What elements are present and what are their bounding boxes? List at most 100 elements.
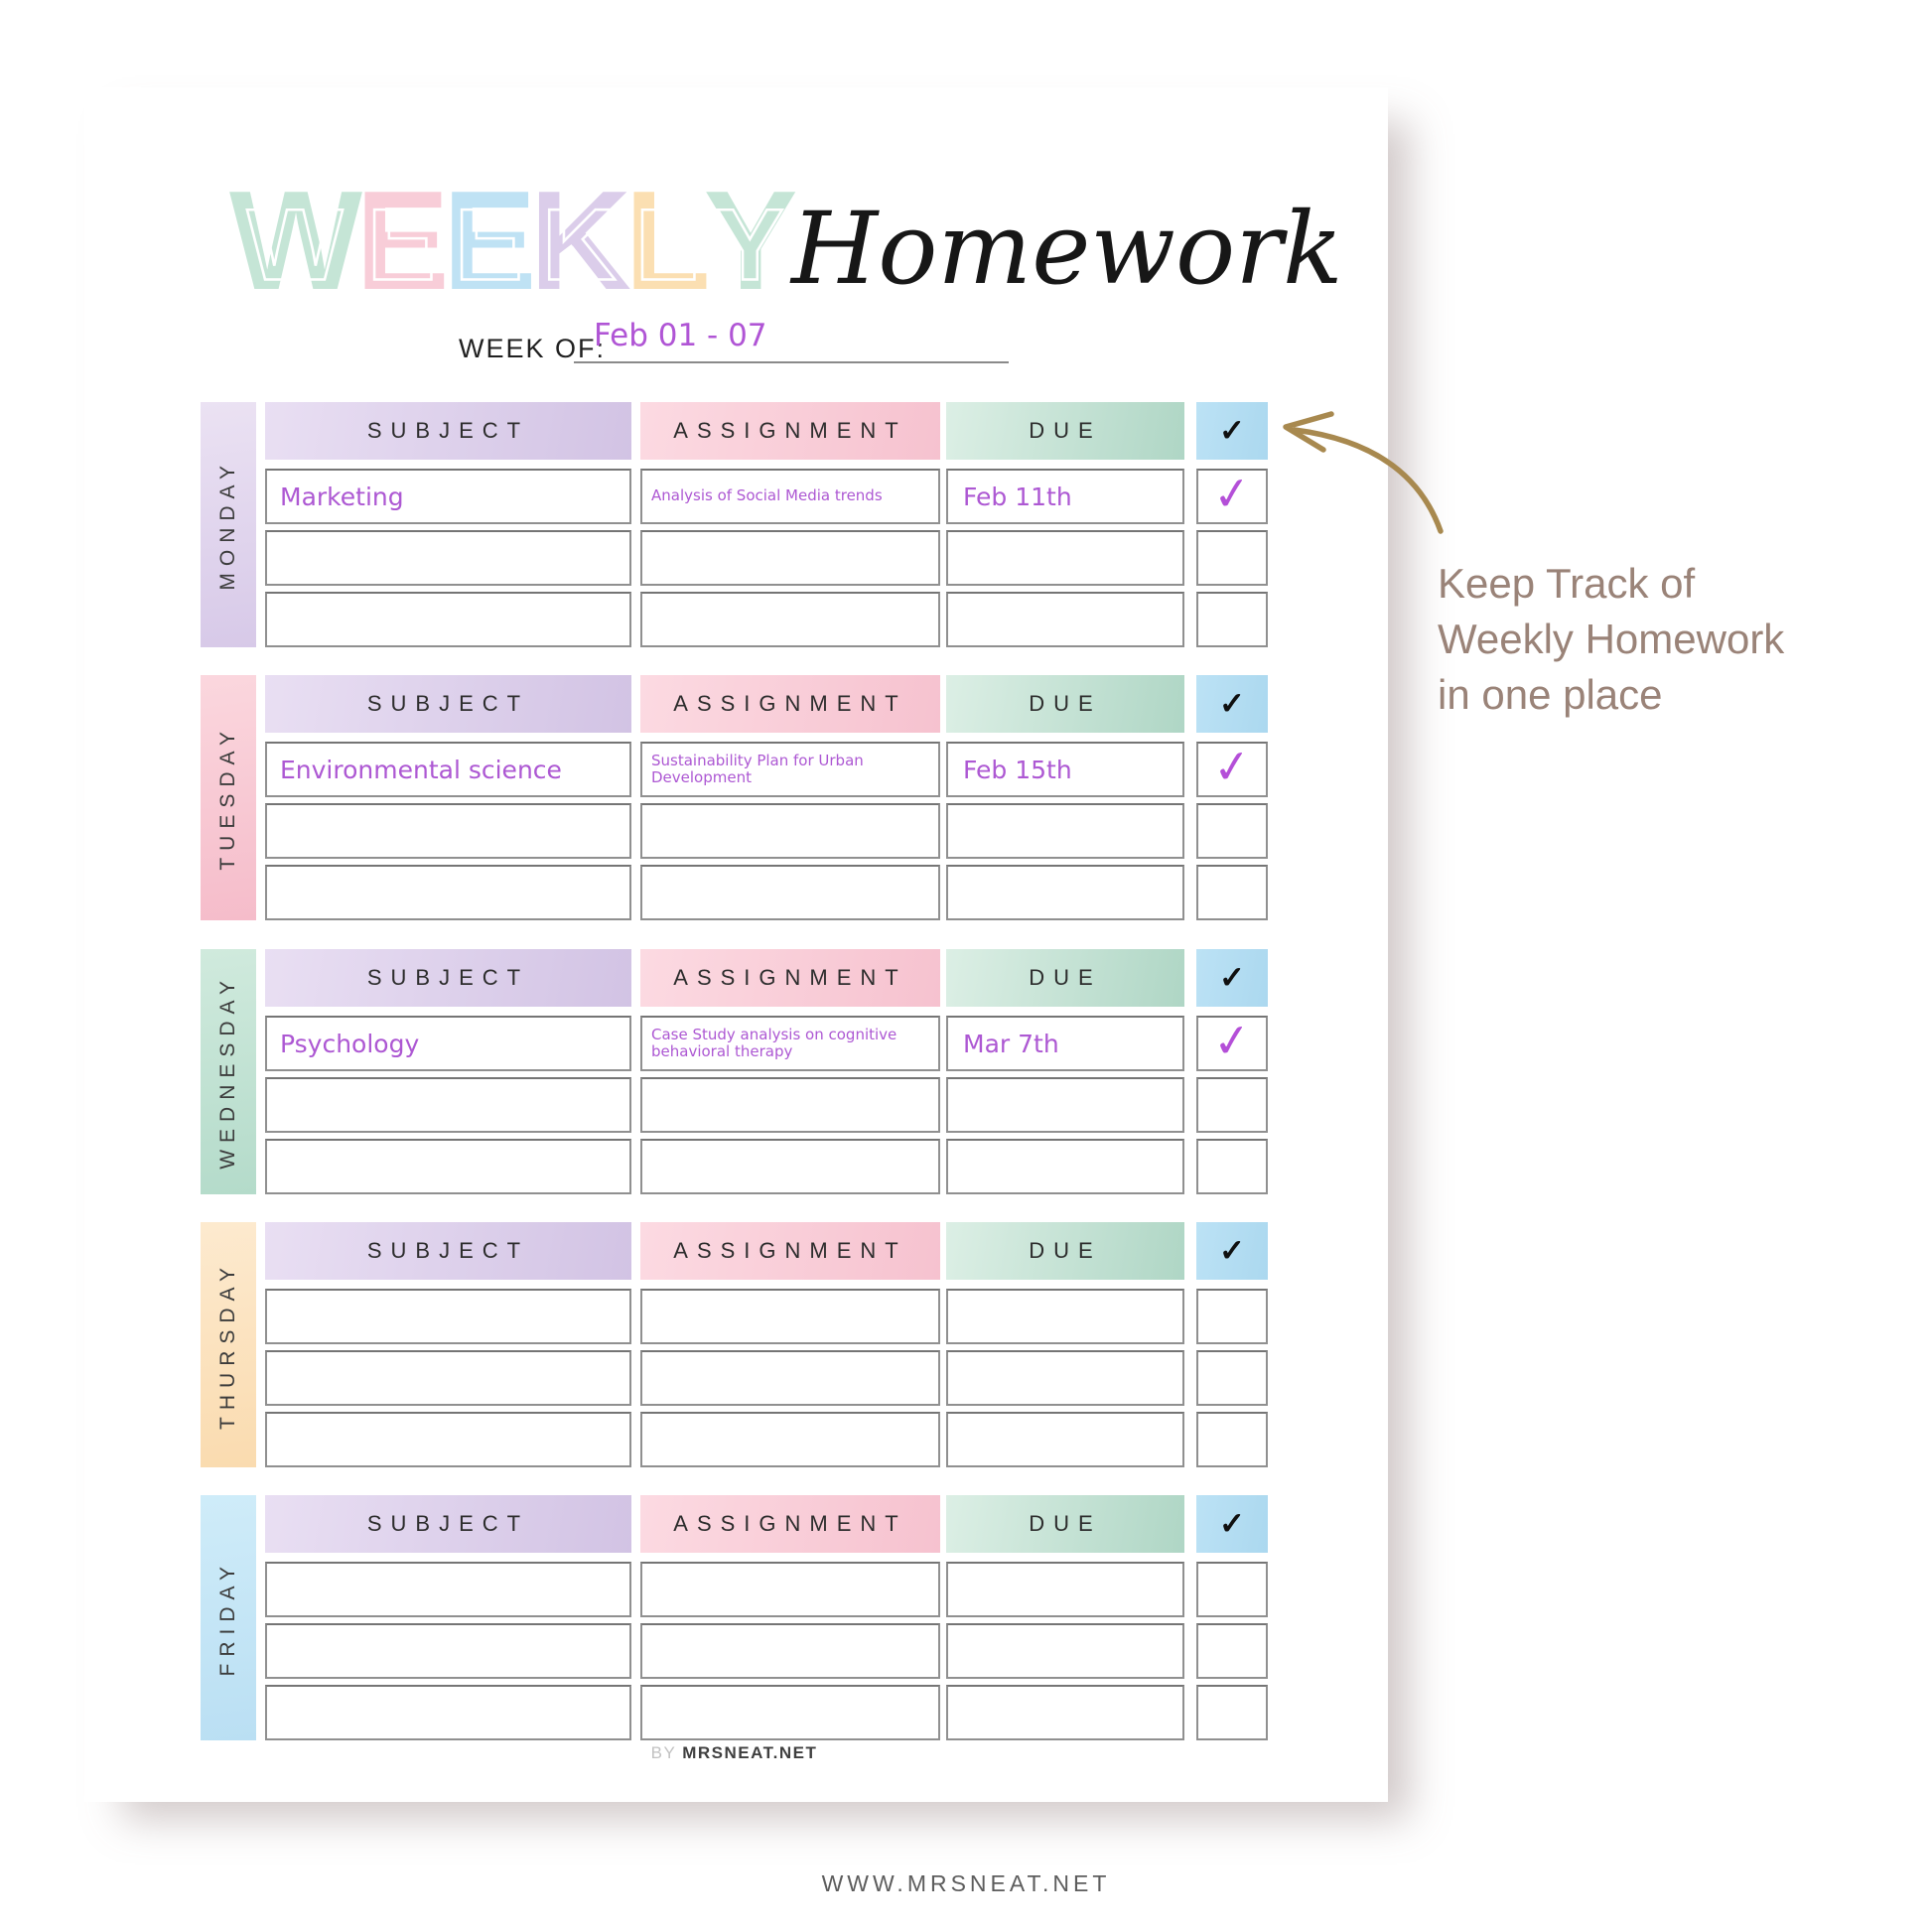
day-label: MONDAY — [216, 459, 239, 591]
day-section-monday: MONDAY SUBJECT ASSIGNMENT DUE ✓ Marketing Anal… — [201, 402, 1268, 647]
thursday-row1-assignment-cell[interactable] — [640, 1289, 940, 1344]
day-section-tuesday: TUESDAY SUBJECT ASSIGNMENT DUE ✓ Environmenta… — [201, 675, 1268, 920]
friday-row3-due-cell[interactable] — [946, 1685, 1184, 1740]
annotation-text: Keep Track of Weekly Homework in one pla… — [1438, 556, 1784, 723]
tuesday-row2-assignment-cell[interactable] — [640, 803, 940, 859]
column-header-assignment: ASSIGNMENT — [640, 402, 940, 460]
friday-row3-assignment-cell[interactable] — [640, 1685, 940, 1740]
column-header-check: ✓ — [1196, 402, 1268, 460]
wednesday-row1-assignment-cell[interactable]: Case Study analysis on cognitive behavio… — [640, 1016, 940, 1071]
monday-row1-check-cell[interactable]: ✓ — [1196, 465, 1268, 524]
annotation-line: Keep Track of — [1438, 560, 1696, 607]
entry-text: Mar 7th — [963, 1029, 1059, 1058]
thursday-row2-subject-cell[interactable] — [265, 1350, 631, 1406]
column-header-check: ✓ — [1196, 1222, 1268, 1280]
wednesday-row2-due-cell[interactable] — [946, 1077, 1184, 1133]
done-checkmark: ✓ — [1209, 1012, 1254, 1069]
friday-row1-check-cell[interactable] — [1196, 1562, 1268, 1617]
monday-row3-due-cell[interactable] — [946, 592, 1184, 647]
thursday-row1-subject-cell[interactable] — [265, 1289, 631, 1344]
tuesday-row1-due-cell[interactable]: Feb 15th — [946, 742, 1184, 797]
thursday-row3-assignment-cell[interactable] — [640, 1412, 940, 1467]
title-letter: Y — [704, 171, 798, 312]
monday-row2-due-cell[interactable] — [946, 530, 1184, 586]
friday-row1-subject-cell[interactable] — [265, 1562, 631, 1617]
day-section-thursday: THURSDAY SUBJECT ASSIGNMENT DUE ✓ — [201, 1222, 1268, 1467]
column-header-due: DUE — [946, 1222, 1184, 1280]
tuesday-row1-subject-cell[interactable]: Environmental science — [265, 742, 631, 797]
day-label: FRIDAY — [216, 1559, 239, 1677]
column-header-assignment: ASSIGNMENT — [640, 1222, 940, 1280]
wednesday-row2-check-cell[interactable] — [1196, 1077, 1268, 1133]
friday-row2-due-cell[interactable] — [946, 1623, 1184, 1679]
column-header-subject: SUBJECT — [265, 1222, 631, 1280]
monday-row2-subject-cell[interactable] — [265, 530, 631, 586]
thursday-row1-due-cell[interactable] — [946, 1289, 1184, 1344]
thursday-row3-subject-cell[interactable] — [265, 1412, 631, 1467]
column-header-due: DUE — [946, 949, 1184, 1007]
entry-text: Analysis of Social Media trends — [651, 486, 883, 505]
wednesday-row2-assignment-cell[interactable] — [640, 1077, 940, 1133]
wednesday-row3-due-cell[interactable] — [946, 1139, 1184, 1194]
page-footer-credit: BY MRSNEAT.NET — [201, 1743, 1268, 1763]
wednesday-row1-due-cell[interactable]: Mar 7th — [946, 1016, 1184, 1071]
wednesday-row1-check-cell[interactable]: ✓ — [1196, 1012, 1268, 1071]
entry-text: Case Study analysis on cognitive behavio… — [651, 1025, 897, 1060]
day-section-friday: FRIDAY SUBJECT ASSIGNMENT DUE ✓ — [201, 1495, 1268, 1740]
monday-row3-assignment-cell[interactable] — [640, 592, 940, 647]
tuesday-row3-due-cell[interactable] — [946, 865, 1184, 920]
tuesday-row2-due-cell[interactable] — [946, 803, 1184, 859]
thursday-row2-check-cell[interactable] — [1196, 1350, 1268, 1406]
monday-row1-due-cell[interactable]: Feb 11th — [946, 469, 1184, 524]
done-checkmark: ✓ — [1209, 738, 1254, 795]
annotation-line: Weekly Homework — [1438, 616, 1785, 662]
day-label-bar-thursday: THURSDAY — [201, 1222, 256, 1467]
monday-row2-assignment-cell[interactable] — [640, 530, 940, 586]
tuesday-row2-subject-cell[interactable] — [265, 803, 631, 859]
column-header-assignment: ASSIGNMENT — [640, 1495, 940, 1553]
friday-row2-check-cell[interactable] — [1196, 1623, 1268, 1679]
tuesday-row3-subject-cell[interactable] — [265, 865, 631, 920]
thursday-row1-check-cell[interactable] — [1196, 1289, 1268, 1344]
tuesday-row1-assignment-cell[interactable]: Sustainability Plan for Urban Developmen… — [640, 742, 940, 797]
friday-row2-subject-cell[interactable] — [265, 1623, 631, 1679]
friday-row2-assignment-cell[interactable] — [640, 1623, 940, 1679]
wednesday-row1-subject-cell[interactable]: Psychology — [265, 1016, 631, 1071]
thursday-row3-check-cell[interactable] — [1196, 1412, 1268, 1467]
tuesday-row2-check-cell[interactable] — [1196, 803, 1268, 859]
monday-row1-subject-cell[interactable]: Marketing — [265, 469, 631, 524]
monday-row3-subject-cell[interactable] — [265, 592, 631, 647]
day-section-wednesday: WEDNESDAY SUBJECT ASSIGNMENT DUE ✓ Psychology… — [201, 949, 1268, 1194]
column-header-check: ✓ — [1196, 949, 1268, 1007]
day-label: WEDNESDAY — [216, 974, 239, 1170]
column-header-due: DUE — [946, 402, 1184, 460]
wednesday-row3-check-cell[interactable] — [1196, 1139, 1268, 1194]
title-letter: L — [624, 171, 711, 312]
monday-row2-check-cell[interactable] — [1196, 530, 1268, 586]
week-of-value[interactable]: Feb 01 - 07 — [594, 318, 767, 353]
tuesday-row1-check-cell[interactable]: ✓ — [1196, 738, 1268, 797]
title-letter: K — [529, 171, 631, 312]
friday-row3-subject-cell[interactable] — [265, 1685, 631, 1740]
footer-site-name: MRSNEAT.NET — [682, 1743, 818, 1762]
footer-by-word: BY — [650, 1743, 676, 1762]
column-header-due: DUE — [946, 1495, 1184, 1553]
friday-row1-assignment-cell[interactable] — [640, 1562, 940, 1617]
wednesday-row3-subject-cell[interactable] — [265, 1139, 631, 1194]
thursday-row3-due-cell[interactable] — [946, 1412, 1184, 1467]
week-of-underline — [574, 328, 1009, 363]
friday-row1-due-cell[interactable] — [946, 1562, 1184, 1617]
wednesday-row3-assignment-cell[interactable] — [640, 1139, 940, 1194]
annotation-line: in one place — [1438, 671, 1663, 718]
friday-row3-check-cell[interactable] — [1196, 1685, 1268, 1740]
thursday-row2-assignment-cell[interactable] — [640, 1350, 940, 1406]
monday-row3-check-cell[interactable] — [1196, 592, 1268, 647]
done-checkmark: ✓ — [1209, 465, 1254, 522]
tuesday-row3-check-cell[interactable] — [1196, 865, 1268, 920]
tuesday-row3-assignment-cell[interactable] — [640, 865, 940, 920]
monday-row1-assignment-cell[interactable]: Analysis of Social Media trends — [640, 469, 940, 524]
column-header-check: ✓ — [1196, 675, 1268, 733]
thursday-row2-due-cell[interactable] — [946, 1350, 1184, 1406]
wednesday-row2-subject-cell[interactable] — [265, 1077, 631, 1133]
day-label-bar-wednesday: WEDNESDAY — [201, 949, 256, 1194]
